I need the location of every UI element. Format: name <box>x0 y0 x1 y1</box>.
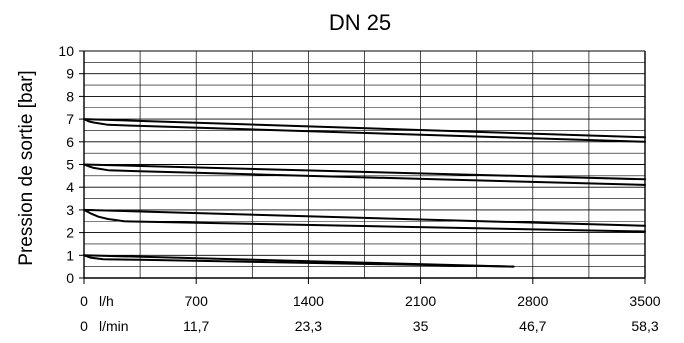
x-tick-label-primary: 3500 <box>629 293 660 309</box>
grid <box>79 50 646 284</box>
x-tick-label-primary: 700 <box>185 293 209 309</box>
x-tick-label-primary: 2800 <box>517 293 548 309</box>
y-tick-labels: 0 1 2 3 4 5 6 7 8 9 10 <box>58 43 74 286</box>
series-line-4 <box>83 163 646 186</box>
series-line-5 <box>83 208 646 227</box>
x-tick-label-secondary: 23,3 <box>295 318 322 334</box>
y-tick-label: 10 <box>58 43 74 59</box>
x-unit-primary: l/h <box>99 293 114 309</box>
y-tick-label: 9 <box>66 66 74 82</box>
x-tick-label-secondary: 46,7 <box>519 318 546 334</box>
series-line-2 <box>83 118 646 143</box>
y-tick-label: 0 <box>66 270 74 286</box>
x-unit-secondary: l/min <box>99 318 129 334</box>
y-tick-label: 1 <box>66 247 74 263</box>
y-tick-label: 4 <box>66 179 74 195</box>
y-tick-label: 8 <box>66 88 74 104</box>
x-tick-label-primary: 0 <box>80 293 88 309</box>
series-line-8 <box>83 254 515 268</box>
chart-title: DN 25 <box>329 10 391 35</box>
y-tick-label: 3 <box>66 202 74 218</box>
x-tick-labels: 0 0 700 11,7 1400 23,3 2100 35 2800 46,7 3500 58,3 l… <box>80 293 661 334</box>
y-tick-label: 7 <box>66 111 74 127</box>
x-tick-label-secondary: 0 <box>80 318 88 334</box>
x-tick-label-secondary: 58,3 <box>631 318 658 334</box>
series-group <box>83 118 646 268</box>
series-line-3 <box>83 163 646 181</box>
x-tick-label-primary: 2100 <box>405 293 436 309</box>
series-line-1 <box>83 118 646 139</box>
y-tick-label: 5 <box>66 157 74 173</box>
y-tick-label: 2 <box>66 225 74 241</box>
x-tick-label-secondary: 11,7 <box>183 318 209 334</box>
x-tick-label-primary: 1400 <box>293 293 324 309</box>
series-line-6 <box>83 208 646 233</box>
x-tick-label-secondary: 35 <box>413 318 429 334</box>
y-tick-label: 6 <box>66 134 74 150</box>
y-axis-label: Pression de sortie [bar] <box>16 70 37 265</box>
